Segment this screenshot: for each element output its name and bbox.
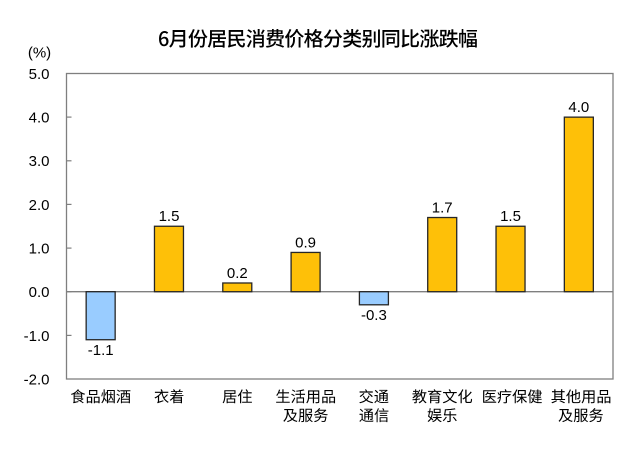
- svg-text:4.0: 4.0: [568, 99, 589, 116]
- svg-text:-1.1: -1.1: [88, 342, 114, 359]
- svg-text:0.2: 0.2: [227, 265, 248, 282]
- svg-text:4.0: 4.0: [29, 110, 50, 127]
- svg-text:1.5: 1.5: [159, 208, 180, 225]
- svg-text:3.0: 3.0: [29, 153, 50, 170]
- svg-text:0.0: 0.0: [29, 284, 50, 301]
- svg-text:1.0: 1.0: [29, 241, 50, 258]
- svg-text:1.5: 1.5: [500, 208, 521, 225]
- svg-text:-0.3: -0.3: [361, 307, 387, 324]
- svg-text:-2.0: -2.0: [24, 371, 50, 388]
- svg-text:0.9: 0.9: [295, 234, 316, 251]
- svg-text:2.0: 2.0: [29, 197, 50, 214]
- svg-text:1.7: 1.7: [432, 200, 453, 217]
- svg-text:-1.0: -1.0: [24, 328, 50, 345]
- svg-text:5.0: 5.0: [29, 66, 50, 83]
- svg-text:(%): (%): [28, 45, 51, 62]
